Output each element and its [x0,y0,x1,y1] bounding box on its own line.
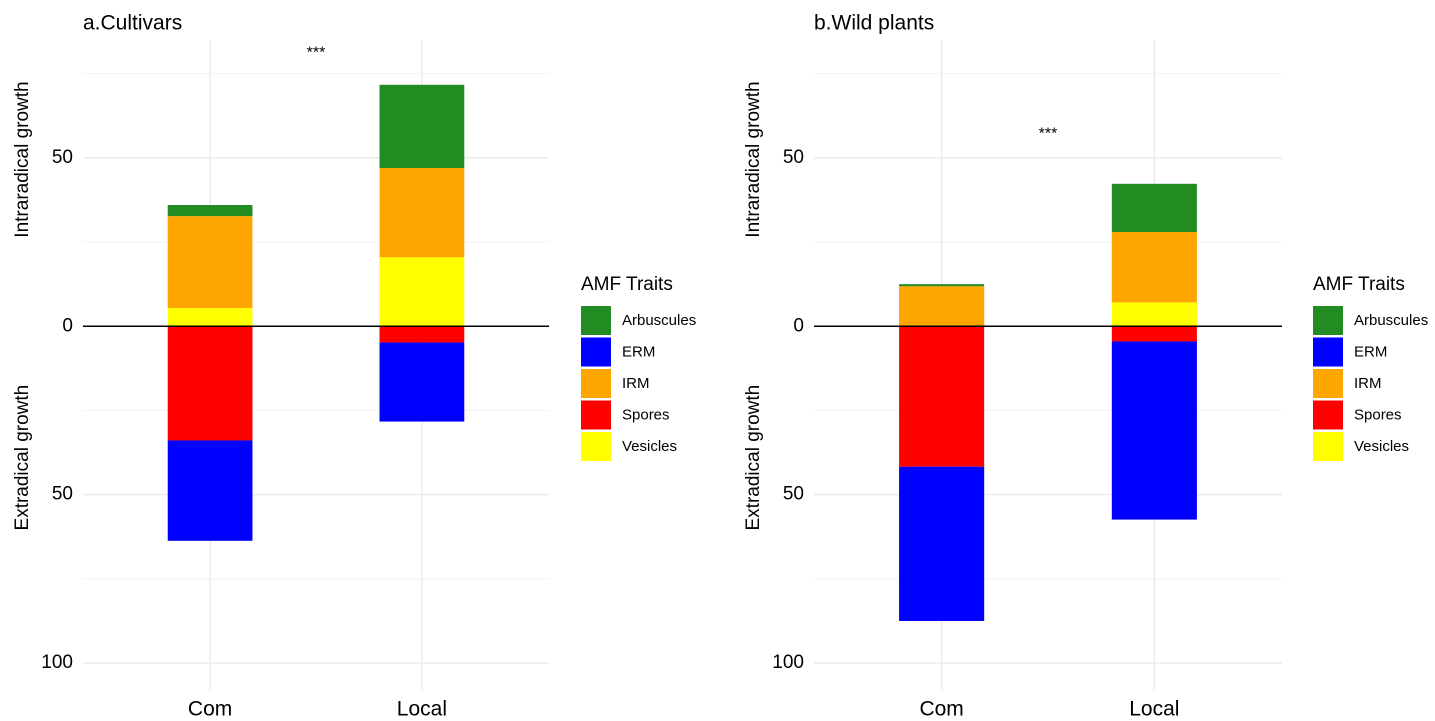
legend-swatch [1313,369,1343,398]
y-axis-label: Intraradical growth [743,81,764,237]
legend-label: IRM [622,375,650,392]
legend-label: Arbuscules [1354,312,1428,329]
bar-segment [167,216,253,309]
legend-label: Arbuscules [622,312,696,329]
y-tick-label: 100 [772,652,804,673]
y-tick-label: 0 [62,315,73,336]
legend-label: Vesicles [622,438,677,455]
y-axis-label: Extradical growth [743,385,764,531]
chart-title: b.Wild plants [814,12,934,35]
legend-label: IRM [1354,375,1382,392]
legend-swatch [581,369,611,398]
x-tick-label: Local [1129,698,1179,721]
legend-swatch [1313,337,1343,367]
y-tick-label: 100 [41,652,73,673]
bar-segment [1111,302,1197,327]
bar-segment [1111,231,1197,303]
bar-segment [167,440,253,541]
legend-swatch [581,400,611,430]
panel: 100 50 0 50 Com Local a.Cultivars Intraradical … [12,12,696,721]
legend-label: ERM [622,343,655,360]
legend-label: Vesicles [1354,438,1409,455]
legend-swatch [581,432,611,461]
legend-swatch [581,337,611,367]
bar-segment [167,205,253,217]
bar-segment [379,342,465,422]
y-tick-label: 50 [52,484,73,505]
y-tick-label: 0 [793,315,804,336]
bar-segment [379,167,465,258]
bar-segment [899,326,985,467]
annotation: *** [307,45,326,62]
bar-segment [379,257,465,327]
x-tick-label: Com [919,698,963,721]
legend-label: ERM [1354,343,1387,360]
y-axis-label: Extradical growth [12,385,33,531]
x-tick-label: Com [188,698,232,721]
bar-segment [1111,341,1197,520]
x-tick-label: Local [397,698,447,721]
legend-swatch [1313,432,1343,461]
y-axis-label: Intraradical growth [12,81,33,237]
bar-segment [899,286,985,327]
annotation: *** [1039,126,1058,143]
legend-label: Spores [622,406,670,423]
legend-title: AMF Traits [1313,274,1405,295]
bar-segment [899,284,985,287]
y-tick-label: 50 [783,147,804,168]
legend-title: AMF Traits [581,274,673,295]
legend-label: Spores [1354,406,1402,423]
bar-segment [1111,183,1197,232]
bar-segment [1111,326,1197,342]
y-tick-label: 50 [783,484,804,505]
chart-title: a.Cultivars [83,12,182,35]
bar-segment [167,308,253,327]
bar-segment [379,326,465,343]
panel: 100 50 0 50 Com Local b.Wild plants Intraradica… [743,12,1428,721]
bar-segment [379,84,465,168]
legend-swatch [581,306,611,335]
bar-segment [167,326,253,441]
legend-swatch [1313,306,1343,335]
bar-segment [899,466,985,621]
legend-swatch [1313,400,1343,430]
y-tick-label: 50 [52,147,73,168]
